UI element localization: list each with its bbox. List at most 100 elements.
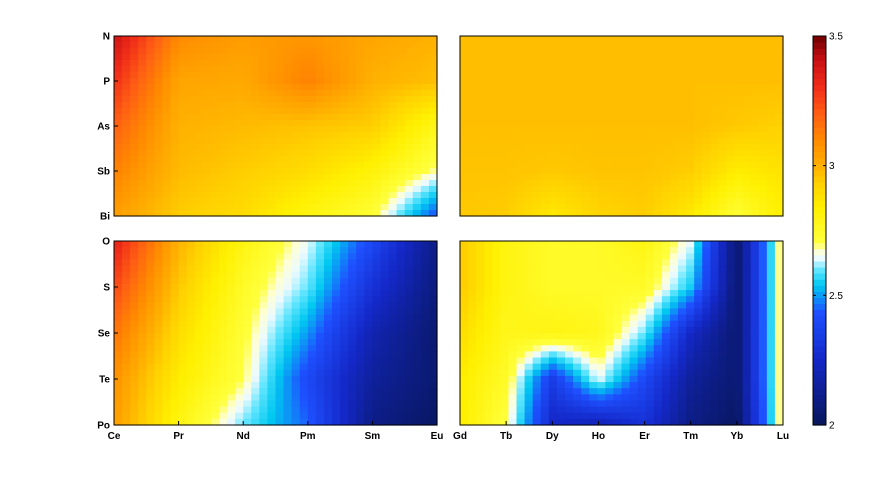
heatmap-cell (162, 351, 172, 359)
heatmap-cell (178, 382, 188, 389)
heatmap-cell (556, 271, 566, 279)
heatmap-cell (340, 198, 349, 205)
heatmap-cell (661, 320, 671, 328)
heatmap-cell (259, 36, 269, 43)
heatmap-cell (766, 78, 776, 85)
heatmap-cell (669, 314, 679, 322)
heatmap-cell (637, 333, 647, 340)
heatmap-cell (532, 375, 542, 383)
heatmap-cell (218, 120, 228, 127)
y-tick-label: Po (97, 421, 110, 432)
heatmap-cell (637, 406, 647, 414)
heatmap-cell (581, 96, 590, 103)
heatmap-cell (460, 72, 469, 79)
heatmap-cell (275, 180, 285, 187)
heatmap-cell (162, 296, 172, 303)
heatmap-cell (629, 259, 639, 267)
heatmap-cell (380, 271, 390, 279)
heatmap-cell (524, 418, 534, 426)
heatmap-cell (114, 102, 123, 109)
heatmap-cell (291, 198, 301, 205)
heatmap-cell (629, 265, 639, 273)
heatmap-cell (750, 174, 760, 181)
heatmap-cell (323, 345, 333, 352)
heatmap-cell (508, 259, 518, 267)
heatmap-cell (138, 418, 147, 426)
heatmap-cell (540, 369, 550, 377)
heatmap-cell (589, 277, 598, 285)
heatmap-cell (283, 150, 293, 157)
heatmap-cell (235, 54, 244, 61)
heatmap-cell (726, 394, 736, 402)
heatmap-cell (774, 247, 784, 254)
heatmap-cell (162, 247, 172, 254)
heatmap-cell (613, 204, 623, 211)
heatmap-cell (428, 42, 438, 49)
heatmap-cell (734, 418, 744, 426)
heatmap-cell (130, 345, 139, 352)
heatmap-cell (581, 320, 590, 328)
heatmap-cell (678, 375, 687, 383)
heatmap-cell (524, 114, 534, 121)
heatmap-cell (138, 277, 147, 285)
heatmap-cell (218, 108, 228, 115)
heatmap-cell (227, 156, 236, 163)
heatmap-cell (202, 144, 212, 151)
heatmap-cell (548, 54, 558, 61)
heatmap-cell (243, 418, 252, 426)
heatmap-cell (194, 42, 204, 49)
heatmap-cell (235, 84, 244, 91)
heatmap-cell (597, 277, 606, 285)
heatmap-cell (291, 339, 301, 346)
heatmap-cell (194, 102, 204, 109)
heatmap-cell (645, 271, 655, 279)
heatmap-cell (581, 84, 590, 91)
heatmap-cell (146, 265, 155, 273)
heatmap-cell (702, 72, 711, 79)
heatmap-cell (460, 265, 469, 273)
heatmap-cell (122, 162, 131, 169)
heatmap-cell (283, 345, 293, 352)
heatmap-cell (194, 174, 204, 181)
heatmap-cell (581, 54, 590, 61)
heatmap-cell (210, 241, 220, 248)
heatmap-cell (412, 198, 422, 205)
heatmap-cell (613, 132, 623, 139)
heatmap-cell (556, 102, 566, 109)
heatmap-cell (194, 363, 204, 371)
heatmap-cell (404, 406, 414, 414)
heatmap-cell (645, 66, 655, 73)
heatmap-cell (484, 271, 493, 279)
heatmap-cell (492, 388, 501, 395)
heatmap-cell (766, 144, 776, 151)
heatmap-cell (573, 36, 582, 43)
heatmap-cell (548, 42, 558, 49)
heatmap-cell (299, 144, 309, 151)
heatmap-cell (500, 186, 510, 193)
heatmap-cell (613, 351, 623, 359)
heatmap-cell (202, 150, 212, 157)
heatmap-cell (202, 394, 212, 402)
heatmap-cell (669, 345, 679, 352)
heatmap-cell (524, 290, 534, 297)
heatmap-cell (758, 96, 768, 103)
heatmap-cell (388, 144, 398, 151)
heatmap-cell (476, 302, 485, 310)
heatmap-cell (348, 60, 357, 67)
heatmap-cell (404, 108, 414, 115)
heatmap-cell (194, 120, 204, 127)
heatmap-cell (702, 388, 711, 395)
heatmap-cell (243, 144, 252, 151)
heatmap-cell (122, 314, 131, 322)
heatmap-cell (774, 412, 784, 420)
heatmap-cell (492, 418, 501, 426)
colorbar-segment (813, 133, 826, 140)
heatmap-cell (710, 78, 719, 85)
heatmap-cell (750, 357, 760, 365)
heatmap-cell (750, 333, 760, 340)
heatmap-cell (766, 418, 776, 426)
heatmap-cell (356, 308, 365, 316)
heatmap-cell (734, 84, 744, 91)
heatmap-cell (766, 320, 776, 328)
heatmap-cell (380, 241, 390, 248)
